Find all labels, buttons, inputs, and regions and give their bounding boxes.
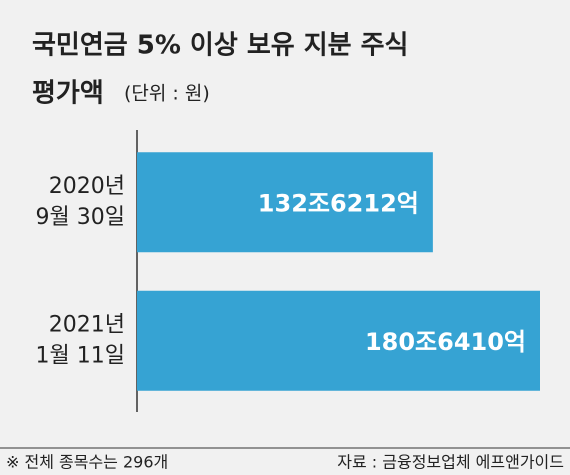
y-tick-label: 2021년 [49,312,125,337]
bar [137,290,540,391]
value-label: 180조6410억 [365,328,526,356]
source: 자료 : 금융정보업체 에프앤가이드 [337,453,564,472]
y-tick-label: 2020년 [49,174,125,199]
chart-title: 국민연금 5% 이상 보유 지분 주식 [32,31,408,61]
footnote: ※ 전체 종목수는 296개 [6,453,168,472]
chart-subtitle: 평가액 [32,79,104,109]
value-label: 132조6212억 [258,189,419,217]
y-tick-label: 1월 11일 [36,343,125,368]
y-tick-label: 9월 30일 [36,205,125,230]
unit-note: (단위 : 원) [124,83,210,105]
bar [137,152,433,253]
